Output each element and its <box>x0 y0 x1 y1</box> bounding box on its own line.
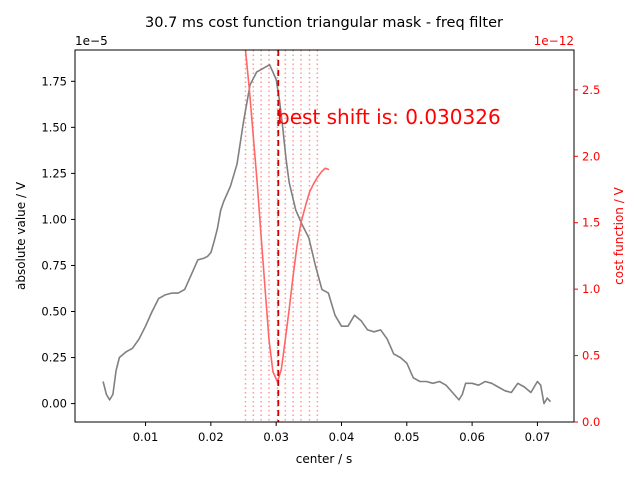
cost-function-line <box>244 50 330 383</box>
y-tick-label: 0.00 <box>41 397 67 411</box>
y2-tick-label: 2.5 <box>582 83 600 97</box>
y-tick-label: 1.25 <box>41 166 67 180</box>
y2-tick-label: 1.5 <box>582 216 600 230</box>
y2-axis-label: cost function / V <box>612 186 626 284</box>
x-tick-label: 0.04 <box>329 430 355 444</box>
plot-area <box>102 50 552 422</box>
y-tick-label: 0.50 <box>41 305 67 319</box>
x-tick-label: 0.05 <box>394 430 420 444</box>
absolute-value-line <box>102 63 552 405</box>
best-shift-annotation: best shift is: 0.030326 <box>277 105 501 129</box>
y-offset-text: 1e−5 <box>75 34 108 48</box>
x-axis: 0.01 0.02 0.03 0.04 0.05 0.06 0.07 <box>133 422 550 444</box>
y-axis-right: 0.0 0.5 1.0 1.5 2.0 2.5 <box>574 83 600 429</box>
y-tick-label: 0.75 <box>41 258 67 272</box>
y2-tick-label: 0.0 <box>582 415 600 429</box>
y-tick-label: 1.00 <box>41 212 67 226</box>
y-axis-left: 0.00 0.25 0.50 0.75 1.00 1.25 1.50 1.75 <box>41 74 75 411</box>
x-tick-label: 0.07 <box>525 430 551 444</box>
y2-offset-text: 1e−12 <box>534 34 574 48</box>
x-tick-label: 0.03 <box>263 430 289 444</box>
y-tick-label: 1.75 <box>41 74 67 88</box>
x-axis-label: center / s <box>296 452 353 466</box>
y-axis-label: absolute value / V <box>14 181 28 290</box>
x-tick-label: 0.06 <box>459 430 485 444</box>
y2-tick-label: 0.5 <box>582 349 600 363</box>
plot-frame <box>74 49 575 423</box>
x-tick-label: 0.02 <box>198 430 224 444</box>
y2-tick-label: 1.0 <box>582 282 600 296</box>
y-tick-label: 0.25 <box>41 351 67 365</box>
chart-title: 30.7 ms cost function triangular mask - … <box>145 15 503 31</box>
x-tick-label: 0.01 <box>133 430 159 444</box>
y2-tick-label: 2.0 <box>582 149 600 163</box>
y-tick-label: 1.50 <box>41 120 67 134</box>
